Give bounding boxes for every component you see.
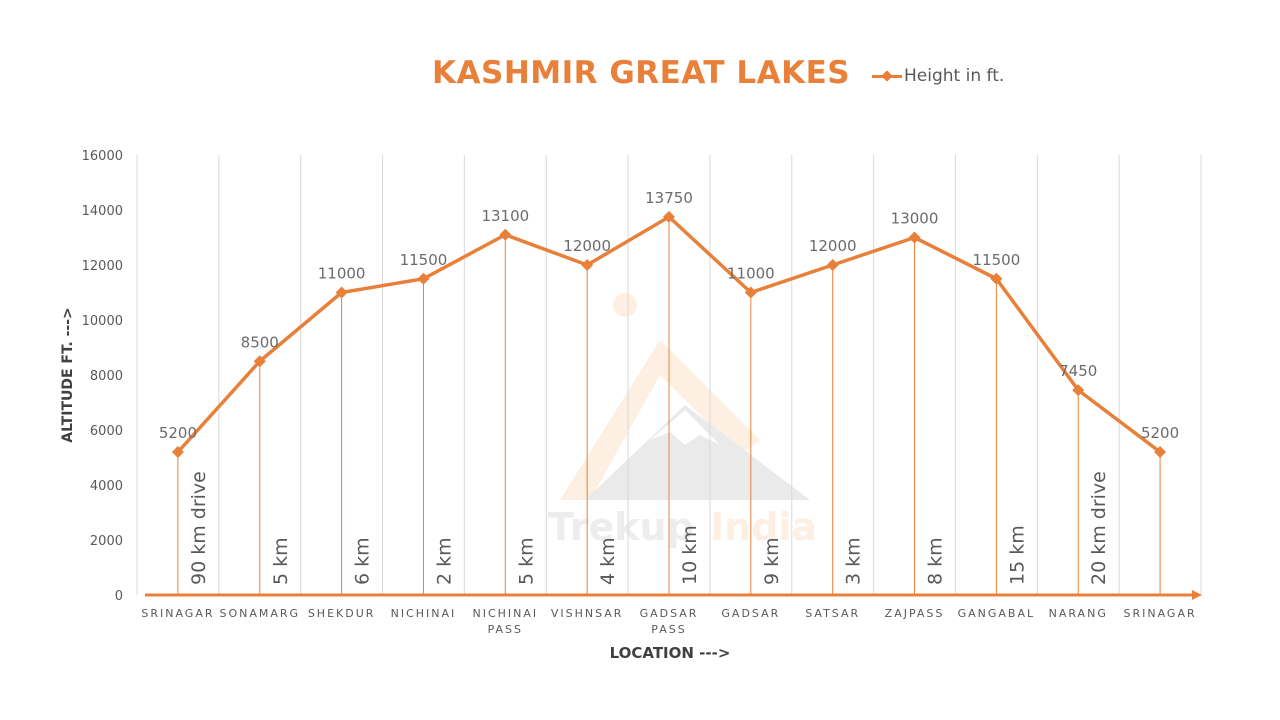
- data-point-marker: [744, 286, 757, 299]
- x-tick-label: GANGABAL: [958, 607, 1036, 620]
- distance-label: 9 km: [761, 537, 783, 585]
- x-tick-label: SRINAGAR: [1124, 607, 1197, 620]
- y-tick-label: 12000: [82, 259, 123, 274]
- data-label: 12000: [563, 237, 611, 255]
- distance-label: 90 km drive: [188, 471, 210, 585]
- data-point-marker: [335, 286, 348, 299]
- y-axis-ticks: 0 2000 4000 6000 8000 10000 12000 14000 16000: [82, 149, 123, 604]
- data-label: 13750: [645, 189, 693, 207]
- drop-lines: [145, 216, 1202, 600]
- data-point-marker: [171, 446, 184, 458]
- data-point-marker: [826, 259, 839, 271]
- x-tick-label: GADSAR: [721, 607, 780, 620]
- x-tick-label: SRINAGAR: [141, 607, 214, 620]
- legend: Height in ft.: [872, 66, 1004, 86]
- data-point-marker: [499, 228, 512, 241]
- y-tick-label: 4000: [90, 479, 123, 494]
- distance-label: 10 km: [679, 525, 701, 585]
- vertical-gridlines: [136, 155, 1202, 595]
- legend-line-marker-icon: [872, 67, 902, 85]
- x-tick-label: NICHINAI: [391, 607, 457, 620]
- x-tick-label: NICHINAI: [472, 607, 538, 620]
- data-label: 11000: [727, 265, 775, 283]
- distance-label: 5 km: [270, 537, 292, 585]
- distance-label: 5 km: [515, 537, 537, 585]
- data-point-marker: [581, 259, 594, 271]
- data-label: 12000: [809, 237, 857, 255]
- data-point-marker: [1154, 446, 1167, 458]
- data-label: 11500: [973, 251, 1021, 269]
- distance-label: 8 km: [925, 537, 947, 585]
- data-label: 7450: [1059, 362, 1097, 380]
- svg-text:Trekup: Trekup: [548, 505, 694, 549]
- data-label: 13100: [481, 207, 529, 225]
- distance-label: 15 km: [1006, 525, 1028, 585]
- data-label: 11500: [400, 251, 448, 269]
- distance-label: 6 km: [352, 537, 374, 585]
- x-tick-label: SONAMARG: [219, 607, 300, 620]
- y-tick-label: 8000: [90, 369, 123, 384]
- data-point-marker: [417, 272, 430, 285]
- x-axis-arrow-icon: [1192, 590, 1202, 600]
- data-label: 8500: [241, 333, 279, 351]
- legend-label: Height in ft.: [904, 66, 1005, 86]
- data-label: 5200: [1141, 424, 1179, 442]
- x-tick-label: NARANG: [1049, 607, 1108, 620]
- x-axis-labels: SRINAGAR SONAMARG SHEKDUR NICHINAI NICHINAI P…: [141, 607, 1197, 636]
- y-tick-label: 16000: [82, 149, 123, 164]
- x-tick-label: SATSAR: [805, 607, 860, 620]
- x-axis-title: LOCATION --->: [609, 644, 731, 662]
- x-tick-label: SHEKDUR: [308, 607, 376, 620]
- data-point-marker: [1072, 384, 1085, 397]
- data-label: 13000: [891, 210, 939, 228]
- y-tick-label: 6000: [90, 424, 123, 439]
- y-tick-label: 2000: [90, 534, 123, 549]
- y-tick-label: 10000: [82, 314, 123, 329]
- svg-text:India: India: [710, 505, 817, 549]
- distance-annotations: 90 km drive 5 km 6 km 2 km 5 km 4 km 10 km 9 km…: [188, 471, 1110, 585]
- distance-label: 2 km: [433, 537, 455, 585]
- y-tick-label: 14000: [82, 204, 123, 219]
- data-point-marker: [253, 355, 266, 368]
- data-point-marker: [908, 231, 921, 244]
- data-label: 5200: [159, 424, 197, 442]
- watermark-logo: Trekup India: [548, 293, 817, 549]
- data-point-marker: [990, 272, 1003, 285]
- distance-label: 3 km: [843, 537, 865, 585]
- x-tick-label: PASS: [651, 623, 686, 636]
- y-tick-label: 0: [115, 589, 123, 604]
- distance-label: 4 km: [597, 537, 619, 585]
- distance-label: 20 km drive: [1088, 471, 1110, 585]
- x-tick-label: VISHNSAR: [551, 607, 624, 620]
- chart-title: KASHMIR GREAT LAKES: [432, 55, 851, 91]
- data-label: 11000: [318, 265, 366, 283]
- x-tick-label: PASS: [488, 623, 523, 636]
- y-axis-title: ALTITUDE FT. --->: [60, 307, 76, 443]
- series-line: 5200 8500 11000 11500 13100 12000 13750 11000 12…: [159, 189, 1179, 458]
- x-tick-label: ZAJPASS: [885, 607, 945, 620]
- x-tick-label: GADSAR: [640, 607, 699, 620]
- data-point-marker: [663, 210, 675, 223]
